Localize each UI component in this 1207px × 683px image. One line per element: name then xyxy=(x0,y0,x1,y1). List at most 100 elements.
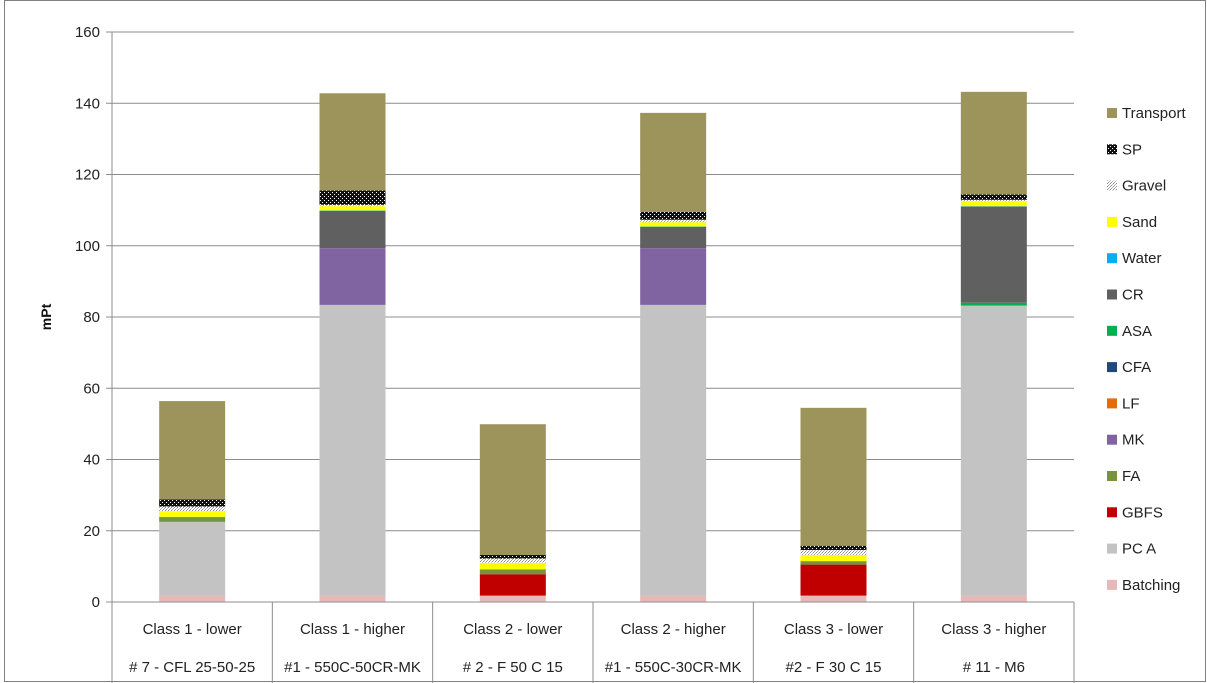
legend-label: PC A xyxy=(1122,541,1156,558)
bar-segment-batching xyxy=(960,595,1027,602)
legend-item: Water xyxy=(1107,250,1161,267)
legend-swatch xyxy=(1107,471,1117,481)
bar-segment-pc-a xyxy=(960,305,1027,596)
bar-segment-gbfs xyxy=(800,564,867,596)
bar-segment-mk xyxy=(640,248,707,305)
legend-item: Transport xyxy=(1107,105,1186,122)
bar-segment-pc-a xyxy=(640,304,707,596)
legend-label: CFA xyxy=(1122,359,1151,376)
x-category-labels: Class 1 - lower # 7 - CFL 25-50-25 Class 1… xyxy=(129,621,1046,676)
bar-segment-water xyxy=(159,516,226,518)
legend-swatch xyxy=(1107,398,1117,409)
legend-label: LF xyxy=(1122,395,1140,412)
bar-segment-gravel xyxy=(640,219,707,223)
legend-label: Water xyxy=(1122,250,1161,267)
y-tick-label: 60 xyxy=(83,380,100,397)
legend-item: LF xyxy=(1107,395,1140,412)
x-category-label: Class 2 - lower xyxy=(463,621,562,638)
bar-segment-water xyxy=(479,569,546,570)
bar-segment-fa xyxy=(800,561,867,565)
bar-stack xyxy=(640,112,707,602)
axes xyxy=(111,32,1075,683)
y-tick-label: 20 xyxy=(83,523,100,540)
bar-segment-pc-a xyxy=(159,521,226,596)
legend-swatch xyxy=(1107,325,1117,336)
bar-segment-batching xyxy=(479,595,546,602)
legend-item: SP xyxy=(1107,141,1142,158)
legend-label: Gravel xyxy=(1122,178,1166,195)
bar-segment-cr xyxy=(960,206,1027,303)
bar-segment-batching xyxy=(159,595,226,602)
legend-label: Sand xyxy=(1122,214,1157,231)
y-tick-label: 120 xyxy=(75,167,100,184)
legend-swatch xyxy=(1107,180,1117,191)
bar-segment-pc-a xyxy=(319,304,386,596)
bar-segment-sp xyxy=(479,554,546,559)
gridlines xyxy=(112,31,1074,532)
legend-swatch xyxy=(1107,434,1117,445)
bar-stacks xyxy=(159,91,1027,602)
legend-label: CR xyxy=(1122,287,1144,304)
bar-segment-fa xyxy=(159,517,226,522)
bar-segment-sand xyxy=(960,201,1027,207)
bar-segment-sand xyxy=(319,206,386,211)
bar-segment-cr xyxy=(319,210,386,249)
bar-segment-gravel xyxy=(159,506,226,512)
bar-segment-sand xyxy=(159,511,226,517)
x-category-label: Class 3 - lower xyxy=(784,621,883,638)
bar-segment-batching xyxy=(319,595,386,602)
bar-segment-transport xyxy=(479,424,546,555)
y-tick-label: 80 xyxy=(83,309,100,326)
bar-segment-batching xyxy=(800,595,867,602)
x-category-label: Class 1 - lower xyxy=(143,621,242,638)
legend-item: GBFS xyxy=(1107,504,1163,521)
bar-segment-gravel xyxy=(479,558,546,563)
legend-item: Gravel xyxy=(1107,178,1166,195)
bar-segment-transport xyxy=(960,91,1027,195)
x-subcategory-label: #2 - F 30 C 15 xyxy=(786,659,882,676)
legend-item: Batching xyxy=(1107,577,1180,594)
x-subcategory-label: # 2 - F 50 C 15 xyxy=(463,659,563,676)
x-category-label: Class 2 - higher xyxy=(621,621,726,638)
bar-segment-sand xyxy=(640,222,707,227)
x-category-label: Class 1 - higher xyxy=(300,621,405,638)
legend-label: ASA xyxy=(1122,323,1152,340)
legend-label: MK xyxy=(1122,432,1145,449)
bar-segment-transport xyxy=(640,112,707,212)
bar-segment-sand xyxy=(479,562,546,570)
legend-item: ASA xyxy=(1107,323,1152,340)
legend-item: Sand xyxy=(1107,214,1157,231)
bar-segment-sand xyxy=(800,554,867,562)
legend-swatch xyxy=(1107,579,1117,590)
y-tick-label: 0 xyxy=(92,594,100,611)
bar-segment-gbfs xyxy=(479,574,546,596)
legend-swatch xyxy=(1107,216,1117,227)
bar-segment-sp xyxy=(159,499,226,507)
bar-segment-gravel xyxy=(960,199,1027,202)
bar-segment-asa xyxy=(960,302,1027,306)
bar-segment-mk xyxy=(319,248,386,305)
legend-swatch xyxy=(1107,362,1117,373)
x-category-label: Class 3 - higher xyxy=(941,621,1046,638)
bar-segment-transport xyxy=(159,401,226,500)
bar-segment-gravel xyxy=(319,204,386,207)
x-subcategory-label: #1 - 550C-30CR-MK xyxy=(605,659,742,676)
legend-label: FA xyxy=(1122,468,1140,485)
legend-label: SP xyxy=(1122,141,1142,158)
legend-swatch xyxy=(1107,108,1117,118)
bar-segment-transport xyxy=(800,407,867,546)
legend-swatch xyxy=(1107,543,1117,554)
bar-segment-water xyxy=(800,561,867,562)
bar-stack xyxy=(479,424,546,602)
legend-item: CR xyxy=(1107,287,1144,304)
x-subcategory-label: #1 - 550C-50CR-MK xyxy=(284,659,421,676)
bar-segment-sp xyxy=(800,545,867,550)
y-tick-label: 40 xyxy=(83,452,100,469)
legend-item: MK xyxy=(1107,432,1145,449)
y-axis-label: mPt xyxy=(38,303,54,330)
legend-item: PC A xyxy=(1107,541,1156,558)
legend-swatch xyxy=(1107,289,1117,300)
bar-stack xyxy=(159,401,226,602)
legend-swatch xyxy=(1107,253,1117,264)
